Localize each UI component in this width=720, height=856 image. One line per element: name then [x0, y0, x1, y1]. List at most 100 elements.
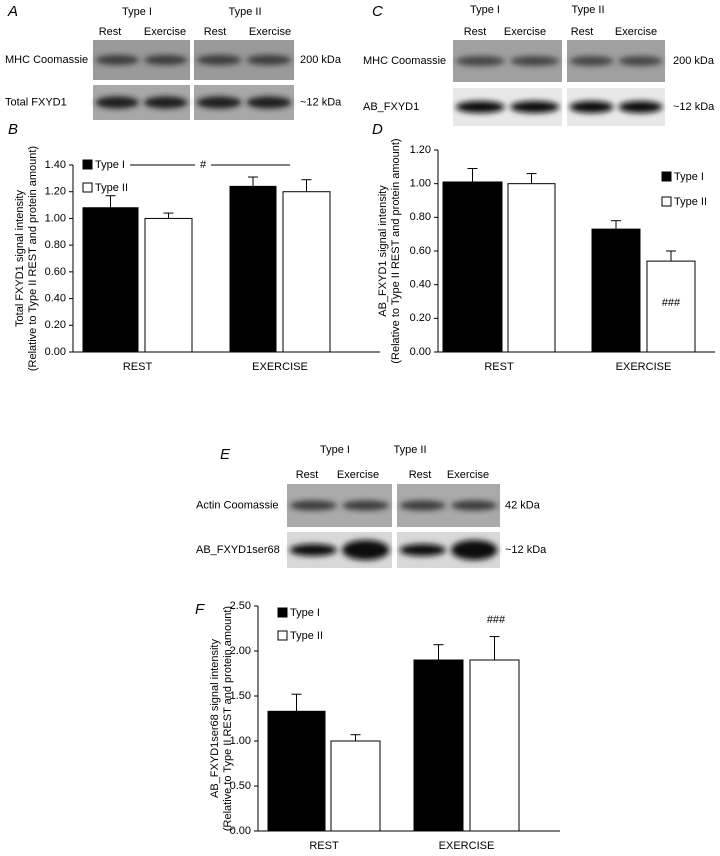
x-tick-label: EXERCISE [616, 361, 672, 373]
blot-band [618, 101, 663, 113]
y-tick-label: 2.00 [230, 645, 251, 657]
y-tick-label: 0.60 [410, 245, 431, 257]
legend-label: Type II [290, 630, 323, 642]
legend-swatch [82, 159, 93, 170]
x-tick-label: REST [484, 361, 514, 373]
y-tick-label: 0.00 [45, 346, 66, 358]
row-label: Actin Coomassie [196, 499, 279, 511]
blot-band [399, 544, 446, 556]
x-tick-label: EXERCISE [439, 840, 495, 852]
legend-label: Type I [674, 171, 704, 183]
panel-letter: C [372, 3, 383, 20]
legend-swatch [277, 607, 288, 618]
group-label: Type I [320, 444, 350, 456]
y-tick-label: 0.80 [410, 211, 431, 223]
blot-band [342, 500, 390, 511]
legend-label: Type I [290, 607, 320, 619]
bar [229, 185, 277, 353]
row-label: MHC Coomassie [5, 54, 88, 66]
y-axis-label: (Relative to Type II REST and protein am… [390, 138, 402, 363]
panel-letter: E [220, 446, 231, 463]
panel-letter: F [195, 601, 205, 618]
group-label: Type II [571, 4, 604, 16]
legend-swatch [661, 196, 672, 207]
legend-swatch [82, 182, 93, 193]
lane-label: Rest [409, 469, 432, 481]
x-tick-label: REST [123, 361, 153, 373]
legend-label: Type II [674, 196, 707, 208]
blot-band [246, 55, 292, 65]
y-tick-label: 0.40 [45, 292, 66, 304]
lane-label: Exercise [504, 26, 546, 38]
blot-band [455, 56, 505, 66]
row-label: AB_FXYD1 [363, 101, 419, 113]
group-label: Type I [122, 6, 152, 18]
blot-band [143, 55, 188, 65]
group-label: Type II [228, 6, 261, 18]
y-tick-label: 1.40 [45, 159, 66, 171]
y-tick-label: 0.20 [410, 312, 431, 324]
blot-band [569, 56, 614, 66]
bar [591, 228, 641, 353]
blot-band [289, 544, 337, 556]
size-label: 200 kDa [300, 54, 342, 66]
size-label: 42 kDa [505, 499, 541, 511]
lane-label: Rest [464, 26, 487, 38]
annotation: ### [662, 297, 681, 309]
y-axis-label: (Relative to Type II REST and protein am… [222, 606, 234, 831]
size-label: ~12 kDa [300, 96, 342, 108]
blot-band [95, 55, 140, 65]
y-tick-label: 0.50 [230, 780, 251, 792]
blot-band [289, 500, 337, 511]
row-label: MHC Coomassie [363, 55, 446, 67]
lane-label: Rest [571, 26, 594, 38]
y-axis-label: AB_FXYD1ser68 signal intensity [209, 639, 221, 798]
bar [469, 659, 520, 832]
y-axis-label: AB_FXYD1 signal intensity [377, 185, 389, 317]
blot-band [455, 101, 505, 113]
y-axis-label: (Relative to Type II REST and protein am… [27, 146, 39, 371]
row-label: Total FXYD1 [5, 96, 67, 108]
y-tick-label: 0.20 [45, 319, 66, 331]
lane-label: Rest [296, 469, 319, 481]
blot-band [196, 55, 242, 65]
y-tick-label: 1.50 [230, 690, 251, 702]
y-tick-label: 2.50 [230, 600, 251, 612]
size-label: 200 kDa [673, 55, 715, 67]
blot-band [196, 96, 242, 109]
size-label: ~12 kDa [505, 544, 547, 556]
annotation: ### [487, 614, 506, 626]
panel-letter: B [8, 121, 18, 138]
y-tick-label: 1.20 [410, 144, 431, 156]
y-tick-label: 1.00 [45, 212, 66, 224]
y-tick-label: 0.00 [230, 825, 251, 837]
bar [646, 260, 696, 353]
y-tick-label: 1.00 [410, 178, 431, 190]
blot-band [510, 56, 560, 66]
lane-label: Exercise [447, 469, 489, 481]
lane-label: Exercise [337, 469, 379, 481]
y-tick-label: 0.00 [410, 346, 431, 358]
legend-swatch [277, 630, 288, 641]
panel-letter: A [7, 3, 18, 20]
annotation: # [200, 159, 207, 171]
group-label: Type II [393, 444, 426, 456]
legend-swatch [661, 171, 672, 182]
bar [330, 740, 381, 832]
bar [507, 183, 556, 353]
blot-band [451, 540, 498, 560]
bar [82, 207, 139, 353]
x-tick-label: EXERCISE [252, 361, 308, 373]
blot-band [143, 96, 188, 109]
bar [144, 217, 193, 353]
y-tick-label: 1.20 [45, 186, 66, 198]
blot-band [569, 101, 614, 113]
blot-band [342, 540, 390, 560]
panel-letter: D [372, 121, 383, 138]
y-tick-label: 1.00 [230, 735, 251, 747]
blot-band [618, 56, 663, 66]
size-label: ~12 kDa [673, 101, 715, 113]
lane-label: Rest [204, 26, 227, 38]
group-label: Type I [470, 4, 500, 16]
